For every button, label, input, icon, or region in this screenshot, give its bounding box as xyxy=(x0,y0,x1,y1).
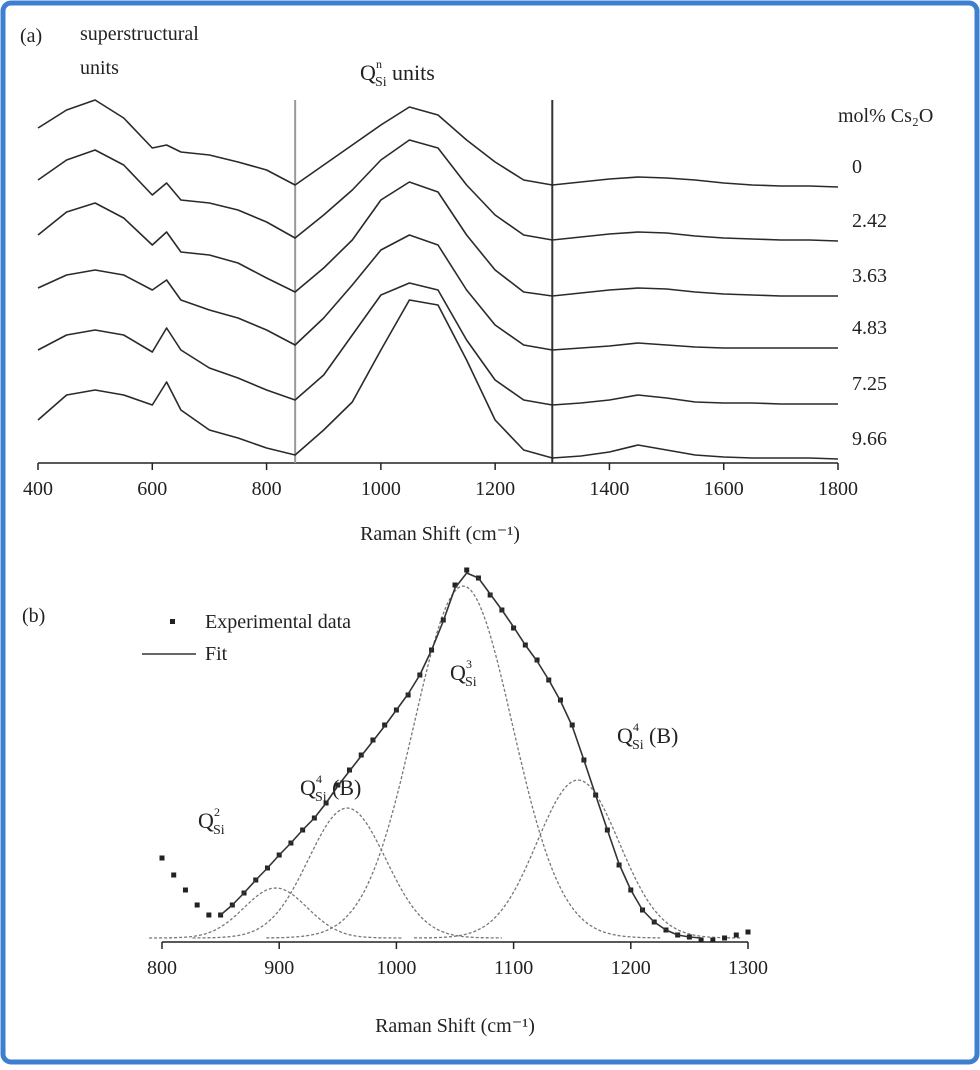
data-point xyxy=(733,932,739,938)
x-tick-label: 800 xyxy=(252,478,282,500)
annotation: superstructural xyxy=(80,23,199,45)
series-line xyxy=(37,139,839,242)
peak-label-sub: Si xyxy=(213,823,225,838)
peak-label-base: Q xyxy=(450,660,466,685)
data-point xyxy=(182,887,188,893)
annotation: units xyxy=(80,57,119,79)
x-tick-label: 1400 xyxy=(589,478,629,500)
x-tick-label: 1800 xyxy=(818,478,858,500)
legend-label: 3.63 xyxy=(852,265,887,287)
peak-label-base: Q xyxy=(360,60,376,85)
legend-title: mol% Cs₂O xyxy=(838,105,933,127)
legend-label: Experimental data xyxy=(205,611,351,633)
data-point xyxy=(464,567,470,573)
fit-component xyxy=(149,887,403,939)
peak-label-suffix: units xyxy=(392,60,435,85)
fit-component xyxy=(414,779,743,939)
x-tick-label: 1200 xyxy=(475,478,515,500)
data-point xyxy=(698,937,704,943)
legend-label: 2.42 xyxy=(852,210,887,232)
peak-label-sup: 2 xyxy=(214,805,220,819)
data-point xyxy=(194,902,200,908)
data-point xyxy=(206,912,212,918)
series-line xyxy=(37,282,838,406)
x-tick-label: 1000 xyxy=(361,478,401,500)
legend-label: 4.83 xyxy=(852,317,887,339)
panel-label: (b) xyxy=(22,605,45,627)
x-tick-label: 1200 xyxy=(611,957,651,979)
legend-label: 7.25 xyxy=(852,373,887,395)
x-tick-label: 600 xyxy=(137,478,167,500)
series-line xyxy=(220,572,702,939)
peak-label-sub: Si xyxy=(465,675,477,690)
peak-label-sup: n xyxy=(376,57,382,71)
peak-label-sup: 3 xyxy=(466,657,472,671)
x-tick-label: 800 xyxy=(147,957,177,979)
legend-swatch xyxy=(170,619,175,624)
peak-label-suffix: (B) xyxy=(649,723,678,748)
series-line xyxy=(37,99,839,188)
data-point xyxy=(171,872,177,878)
series-line xyxy=(37,181,838,297)
peak-label-sub: Si xyxy=(375,75,387,90)
series-line xyxy=(37,234,838,351)
x-tick-label: 1600 xyxy=(704,478,744,500)
legend-label: Fit xyxy=(205,643,228,665)
x-tick-label: 400 xyxy=(23,478,53,500)
x-axis-title: Raman Shift (cm⁻¹) xyxy=(360,523,520,545)
peak-label-sup: 4 xyxy=(316,772,322,786)
data-point xyxy=(452,582,458,588)
peak-label-sub: Si xyxy=(315,790,327,805)
x-tick-label: 900 xyxy=(264,957,294,979)
peak-label-base: Q xyxy=(617,723,633,748)
peak-label-base: Q xyxy=(198,808,214,833)
panel-label: (a) xyxy=(20,25,42,47)
fit-component xyxy=(266,585,661,939)
fit-component xyxy=(192,807,502,939)
x-axis-title: Raman Shift (cm⁻¹) xyxy=(375,1015,535,1037)
peak-label-sup: 4 xyxy=(633,720,639,734)
data-point xyxy=(159,855,165,861)
data-point xyxy=(710,937,716,943)
legend-label: 9.66 xyxy=(852,428,887,450)
peak-label-sub: Si xyxy=(632,738,644,753)
peak-label-base: Q xyxy=(300,775,316,800)
data-point xyxy=(745,929,751,935)
x-tick-label: 1000 xyxy=(376,957,416,979)
series-line xyxy=(37,299,839,460)
x-tick-label: 1100 xyxy=(494,957,533,979)
legend-label: 0 xyxy=(852,156,862,178)
data-point xyxy=(722,935,728,941)
x-tick-label: 1300 xyxy=(728,957,768,979)
